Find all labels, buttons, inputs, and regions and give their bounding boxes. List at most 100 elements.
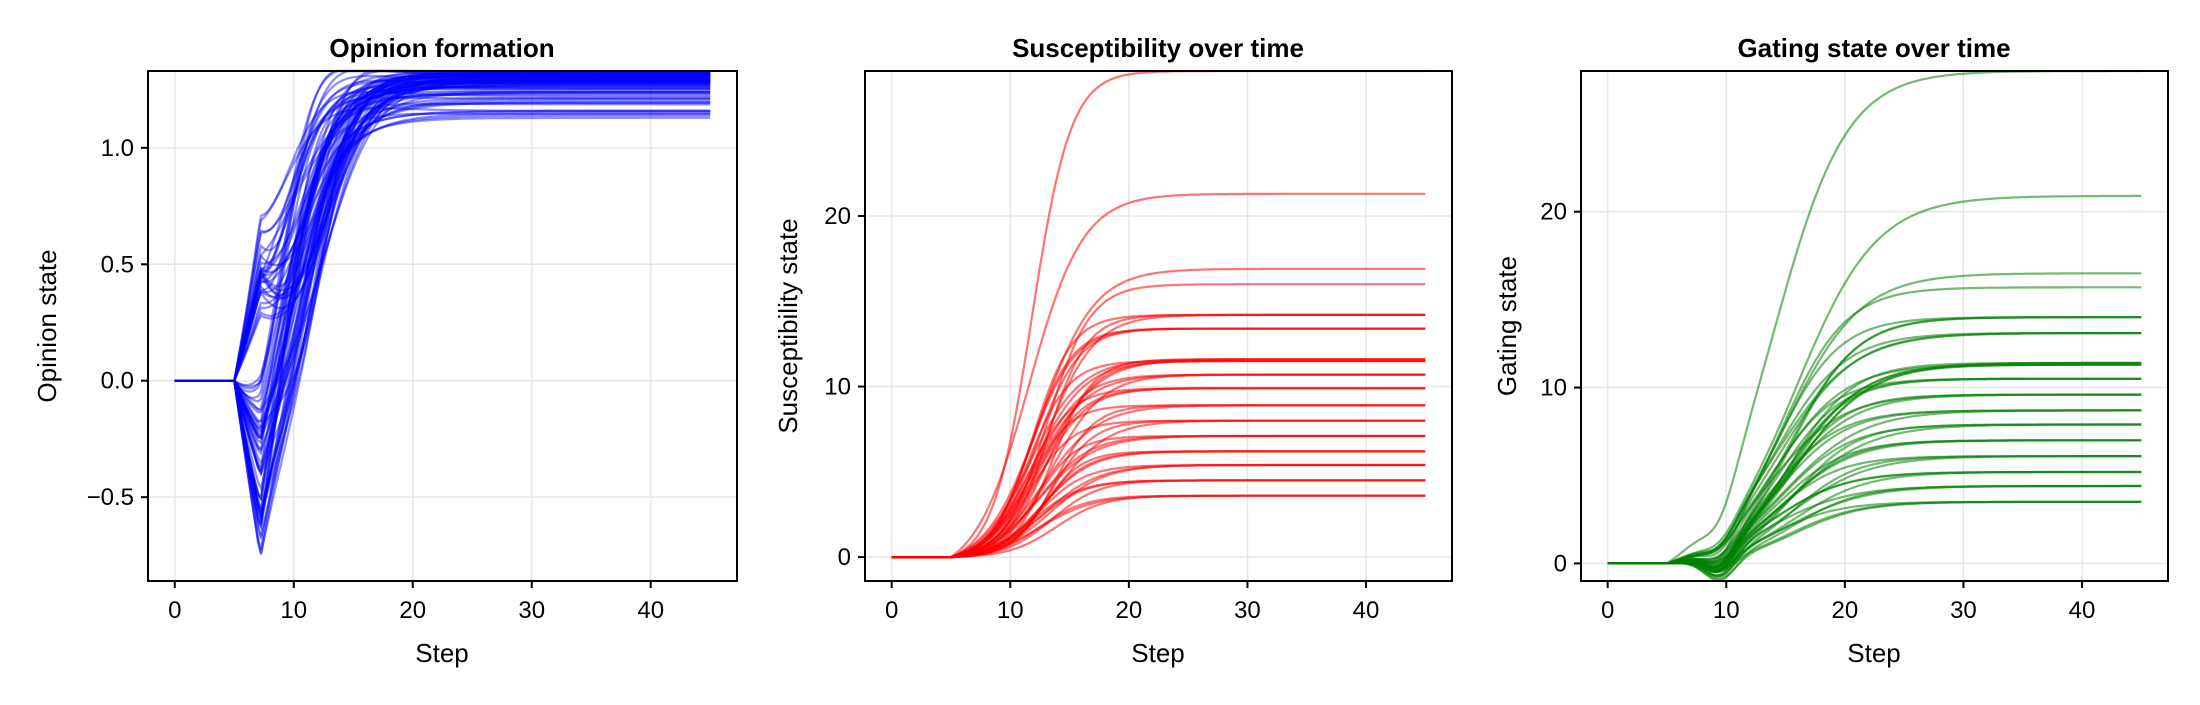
opinion-line [174, 82, 711, 531]
y-tick-label: 0 [1554, 550, 1567, 577]
opinion-line [174, 81, 711, 440]
opinion-line [174, 71, 711, 382]
series-lines [891, 69, 1426, 559]
opinion-line [174, 102, 711, 382]
opinion-line [174, 112, 711, 382]
opinion-line [174, 71, 711, 424]
y-tick-label: 0 [838, 544, 851, 571]
panel-title: Gating state over time [1737, 33, 2010, 63]
x-tick-label: 0 [1601, 597, 1614, 624]
y-tick-label: −0.5 [87, 484, 134, 511]
opinion-line [174, 71, 711, 521]
opinion-line [174, 73, 711, 531]
x-axis-label: Step [1847, 638, 1901, 668]
opinion-line [174, 79, 711, 382]
series-lines [1607, 69, 2142, 582]
opinion-line [174, 69, 711, 382]
opinion-line [174, 93, 711, 388]
y-tick-label: 10 [1540, 375, 1567, 402]
x-ticks: 0 10 20 30 40 [168, 581, 664, 624]
opinion-line [174, 84, 711, 382]
grid [148, 71, 737, 581]
series-lines [174, 69, 711, 555]
opinion-line [174, 91, 711, 437]
opinion-line [174, 71, 711, 478]
gating-line [1607, 393, 2142, 565]
susceptibility-line [891, 359, 1426, 559]
opinion-line [174, 101, 711, 403]
opinion-line [174, 69, 711, 382]
opinion-line [174, 100, 711, 441]
y-ticks: −0.5 0.0 0.5 1.0 [87, 135, 148, 511]
opinion-line [174, 79, 711, 453]
opinion-line [174, 78, 711, 390]
gating-line [1607, 316, 2142, 569]
x-tick-label: 10 [1713, 597, 1740, 624]
x-tick-label: 30 [1950, 597, 1977, 624]
opinion-line [174, 83, 711, 526]
opinion-line [174, 80, 711, 382]
x-tick-label: 10 [280, 597, 307, 624]
opinion-line [174, 80, 711, 382]
opinion-line [174, 76, 711, 382]
opinion-line [174, 69, 711, 382]
opinion-line [174, 84, 711, 503]
susceptibility-line [891, 359, 1426, 559]
opinion-line [174, 112, 711, 472]
x-axis-label: Step [1131, 638, 1185, 668]
opinion-line [174, 110, 711, 429]
susceptibility-line [891, 387, 1426, 559]
opinion-line [174, 77, 711, 466]
plot-frame [864, 70, 1453, 582]
x-tick-label: 10 [997, 597, 1024, 624]
gating-line [1607, 484, 2142, 582]
opinion-line [174, 72, 711, 540]
opinion-line [174, 92, 711, 424]
opinion-line [174, 74, 711, 516]
opinion-line [174, 81, 711, 501]
opinion-line [174, 75, 711, 382]
susceptibility-line [891, 192, 1426, 559]
susceptibility-line [891, 387, 1426, 559]
y-ticks: 0 10 20 [1540, 199, 1581, 577]
panel-susceptibility: Susceptibility over time 0 10 20 30 40 0 10 20… [773, 33, 1453, 668]
x-tick-label: 0 [168, 597, 181, 624]
opinion-line [174, 74, 711, 440]
x-axis-label: Step [415, 638, 469, 668]
opinion-line [174, 80, 711, 382]
susceptibility-line [891, 359, 1426, 559]
x-tick-label: 40 [1353, 597, 1380, 624]
x-tick-label: 40 [637, 597, 664, 624]
panel-title: Susceptibility over time [1012, 33, 1304, 63]
opinion-line [174, 75, 711, 513]
opinion-line [174, 109, 711, 451]
x-ticks: 0 10 20 30 40 [1601, 581, 2095, 624]
opinion-line [174, 80, 711, 522]
opinion-line [174, 81, 711, 550]
y-ticks: 0 10 20 [824, 203, 865, 571]
opinion-line [174, 107, 711, 382]
opinion-line [174, 81, 711, 387]
x-ticks: 0 10 20 30 40 [885, 581, 1379, 624]
panel-gating: Gating state over time 0 10 20 30 40 0 10 20 S… [1492, 33, 2169, 668]
y-tick-label: 0.0 [101, 368, 134, 395]
opinion-line [174, 90, 711, 382]
opinion-line [174, 96, 711, 414]
y-tick-label: 10 [824, 374, 851, 401]
x-tick-label: 40 [2069, 597, 2096, 624]
opinion-line [174, 90, 711, 382]
x-tick-label: 20 [1832, 597, 1859, 624]
opinion-line [174, 72, 711, 521]
opinion-line [174, 75, 711, 382]
y-axis-label: Susceptibility state [773, 218, 803, 433]
opinion-line [174, 79, 711, 456]
y-axis-label: Opinion state [32, 249, 62, 402]
opinion-line [174, 87, 711, 382]
susceptibility-line [891, 387, 1426, 559]
opinion-line [174, 116, 711, 411]
opinion-line [174, 76, 711, 382]
x-tick-label: 0 [885, 597, 898, 624]
opinion-line [174, 73, 711, 432]
